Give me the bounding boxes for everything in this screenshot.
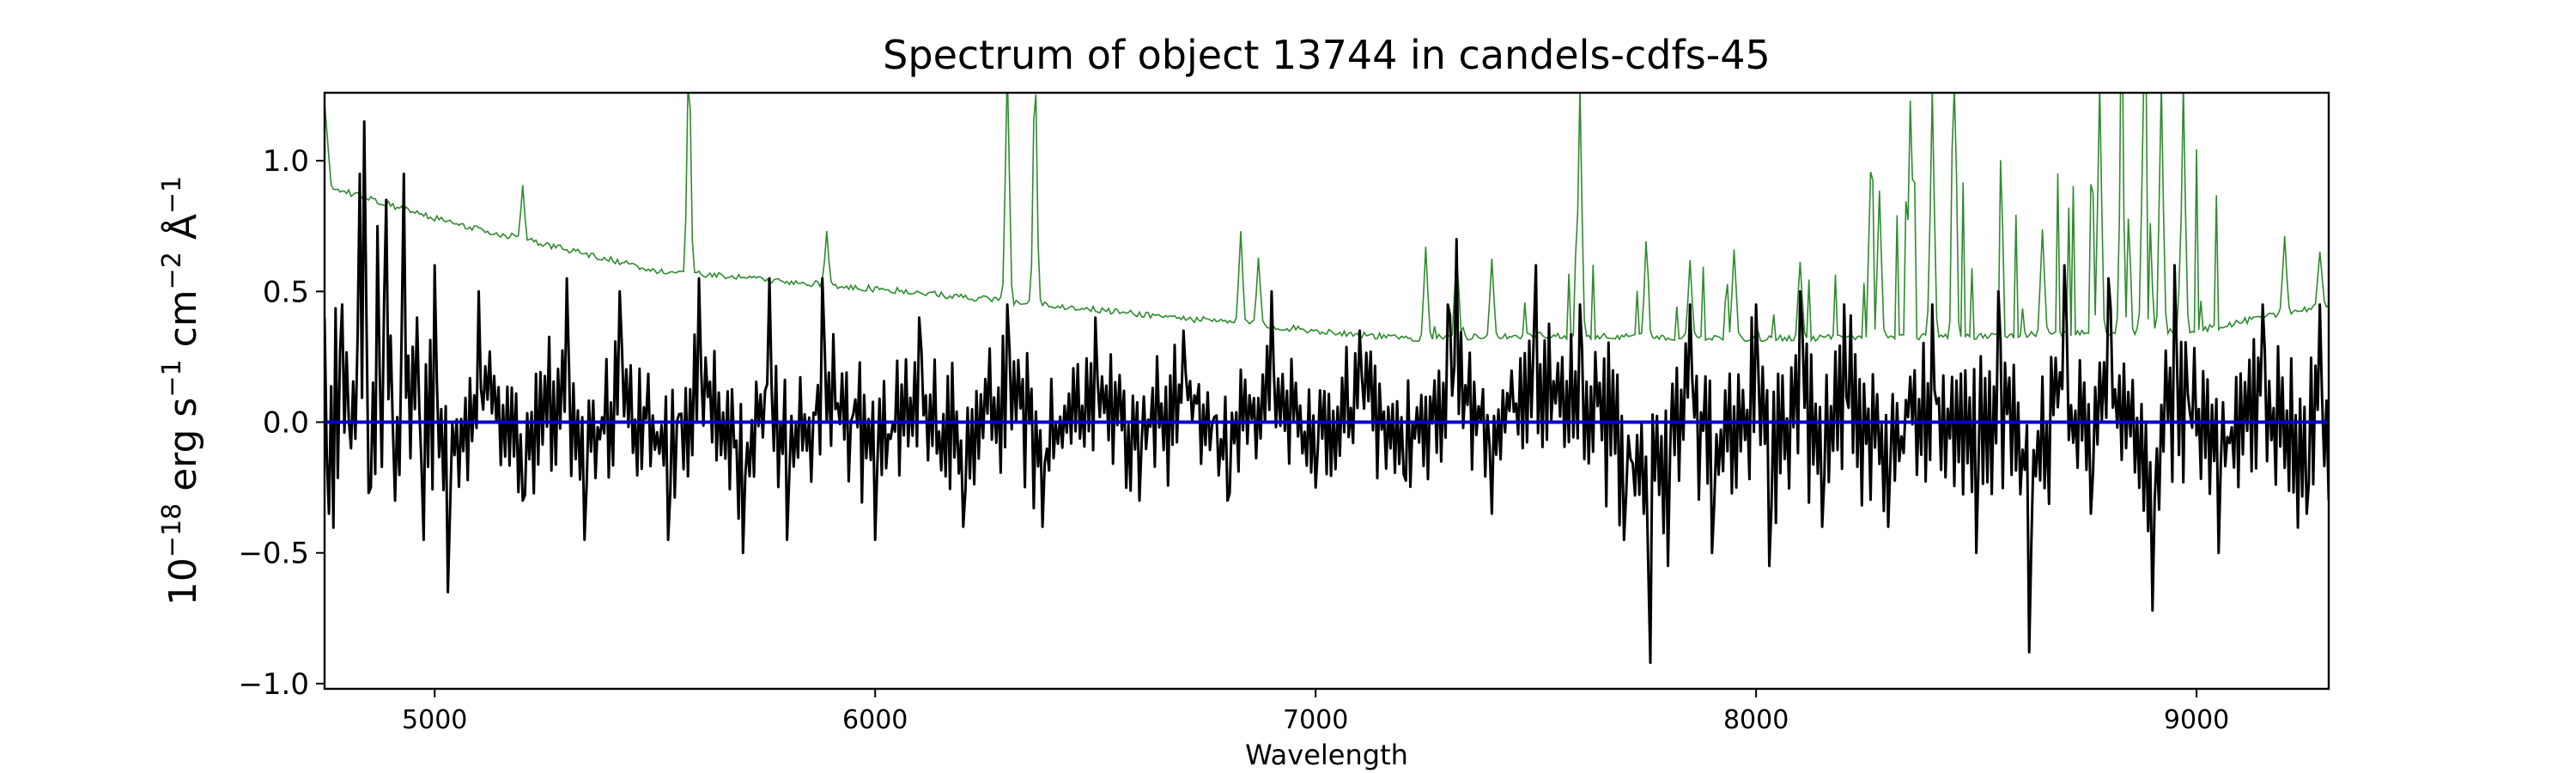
plot-frame [323,91,2330,691]
y-tick-label: −0.5 [238,537,309,571]
x-tick-label: 7000 [1283,705,1348,735]
series-layer [325,93,2329,665]
y-tick-label: 0.0 [263,406,309,441]
x-axis-label: Wavelength [1245,739,1408,771]
flux-spectrum-line [325,120,2329,665]
y-axis: −1.0 −0.5 0.0 0.5 1.0 [238,144,325,702]
x-tick-label: 8000 [1723,705,1789,735]
x-tick-label: 9000 [2164,705,2229,735]
x-tick-label: 6000 [842,705,908,735]
y-tick-label: 0.5 [263,275,309,309]
y-tick-label: −1.0 [238,667,309,702]
y-axis-label: 10−18 erg s−1 cm−2 Å−1 [157,176,205,606]
x-axis: 5000 6000 7000 8000 9000 [402,689,2229,735]
y-tick-label: 1.0 [263,144,309,179]
chart-title: Spectrum of object 13744 in candels-cdfs… [883,32,1771,78]
error-spectrum-line [325,93,2329,344]
x-tick-label: 5000 [402,705,467,735]
